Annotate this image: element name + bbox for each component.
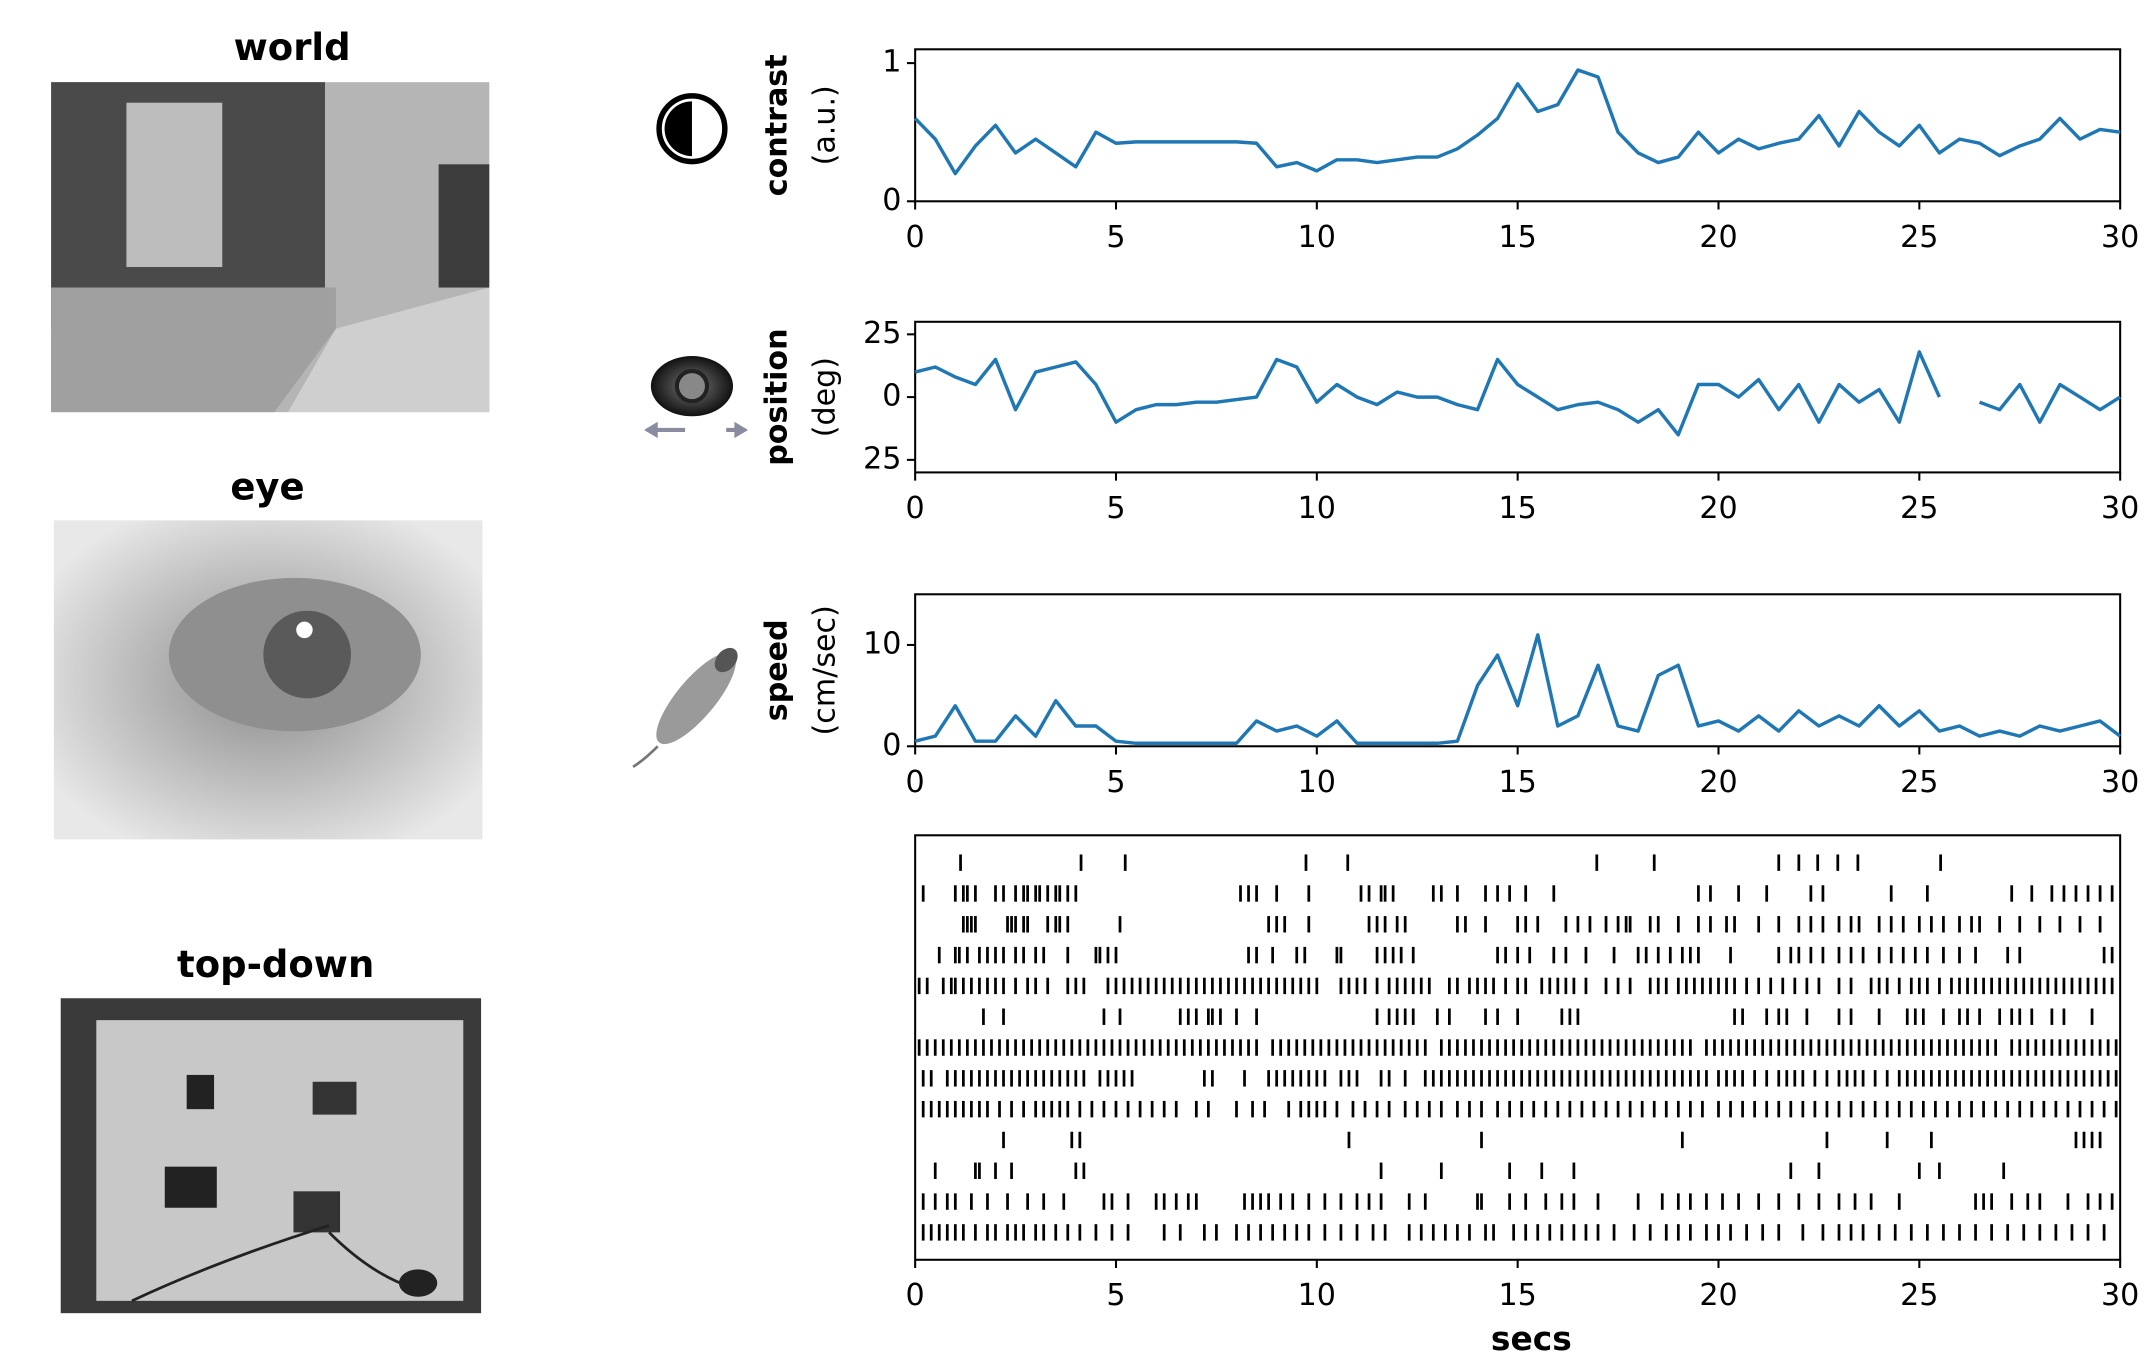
x-tick-label: 20	[1699, 765, 1737, 800]
eye-image	[53, 520, 483, 840]
plot-frame	[914, 834, 2122, 1261]
y-tick-label: 10	[863, 626, 901, 661]
x-tick-label: 30	[2101, 491, 2139, 526]
data-line	[914, 633, 2122, 745]
x-tick-label: 20	[1699, 1278, 1737, 1313]
x-tick-label: 0	[906, 220, 925, 255]
image-title: eye	[230, 465, 304, 508]
y-axis-label: position	[760, 328, 795, 465]
y-tick-label: 0	[882, 728, 901, 763]
x-tick-label: 15	[1498, 1278, 1536, 1313]
x-tick-label: 5	[1106, 220, 1125, 255]
x-tick-label: 5	[1106, 765, 1125, 800]
x-tick-label: 10	[1298, 765, 1336, 800]
contrast-icon	[656, 93, 728, 165]
y-tick-label: 25	[863, 316, 901, 351]
image-title: top-down	[177, 943, 374, 986]
eye-icon	[644, 356, 749, 439]
mouse-icon	[632, 647, 738, 768]
x-tick-label: 20	[1699, 491, 1737, 526]
x-tick-label: 10	[1298, 220, 1336, 255]
y-axis-unit: (deg)	[808, 357, 843, 437]
x-tick-label: 20	[1699, 220, 1737, 255]
x-axis-label: secs	[1491, 1319, 1572, 1357]
y-axis-unit: (cm/sec)	[808, 605, 843, 735]
world-image	[51, 82, 490, 413]
x-tick-label: 15	[1498, 491, 1536, 526]
y-axis-label: speed	[760, 619, 795, 721]
top-down-image	[60, 998, 482, 1314]
x-tick-label: 5	[1106, 1278, 1125, 1313]
image-title: world	[234, 26, 351, 69]
y-axis-label: contrast	[760, 54, 795, 196]
x-tick-label: 15	[1498, 220, 1536, 255]
data-line	[914, 350, 2122, 437]
x-tick-label: 30	[2101, 765, 2139, 800]
plot-frame	[914, 48, 2122, 203]
x-tick-label: 5	[1106, 491, 1125, 526]
y-axis-unit: (a.u.)	[808, 85, 843, 165]
y-tick-label: 1	[882, 45, 901, 80]
x-tick-label: 25	[1900, 1278, 1938, 1313]
x-tick-label: 30	[2101, 1278, 2139, 1313]
plot-frame	[914, 593, 2122, 748]
x-tick-label: 0	[906, 765, 925, 800]
y-tick-label: 0	[882, 379, 901, 414]
x-tick-label: 0	[906, 1278, 925, 1313]
x-tick-label: 25	[1900, 491, 1938, 526]
y-tick-label: 25	[863, 441, 901, 476]
x-tick-label: 25	[1900, 765, 1938, 800]
x-tick-label: 25	[1900, 220, 1938, 255]
data-line	[913, 68, 2121, 176]
x-tick-label: 0	[906, 491, 925, 526]
x-tick-label: 10	[1298, 491, 1336, 526]
x-tick-label: 30	[2101, 220, 2139, 255]
x-tick-label: 15	[1498, 765, 1536, 800]
x-tick-label: 10	[1298, 1278, 1336, 1313]
y-tick-label: 0	[882, 183, 901, 218]
plot-frame	[914, 320, 2122, 474]
